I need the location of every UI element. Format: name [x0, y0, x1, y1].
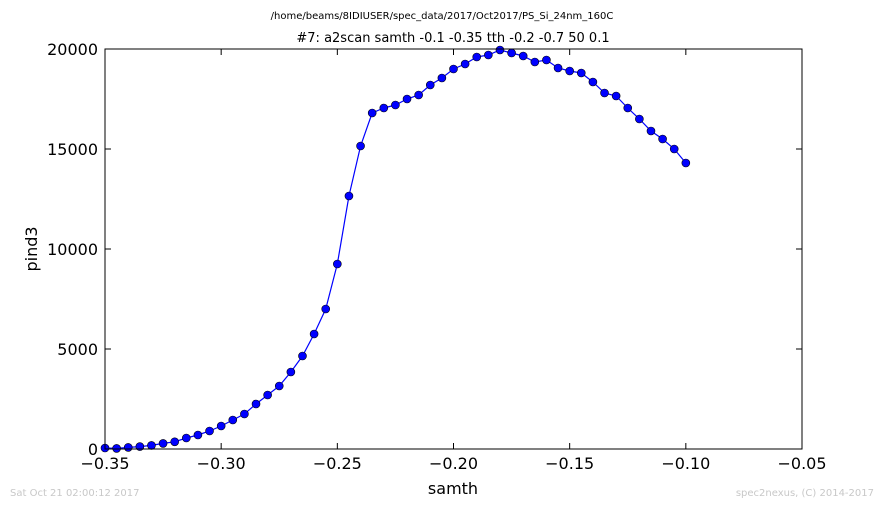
data-point	[379, 103, 389, 113]
data-point	[298, 351, 307, 361]
data-point	[333, 259, 342, 269]
x-tick-label: −0.05	[777, 454, 826, 473]
footer-credit: spec2nexus, (C) 2014-2017	[735, 488, 874, 499]
y-axis-label: pind3	[22, 226, 41, 271]
data-point	[635, 114, 644, 124]
data-point	[193, 430, 203, 440]
data-point	[495, 45, 505, 55]
data-point	[309, 329, 319, 339]
series-line	[104, 49, 687, 450]
data-point	[251, 399, 261, 409]
data-point	[472, 52, 482, 62]
data-point	[170, 437, 179, 447]
data-point	[263, 390, 272, 400]
x-axis-label: samth	[428, 479, 478, 498]
data-point	[518, 51, 528, 61]
x-tick-label: −0.30	[197, 454, 246, 473]
data-point	[182, 433, 191, 443]
data-point	[658, 134, 667, 144]
data-point	[274, 381, 284, 391]
data-point	[681, 158, 691, 168]
y-tick-label: 5000	[57, 340, 98, 359]
data-point	[391, 100, 400, 110]
data-point	[484, 50, 493, 60]
data-point	[437, 73, 447, 83]
data-point	[542, 55, 551, 65]
data-point	[553, 63, 563, 73]
chart-subtitle: #7: a2scan samth -0.1 -0.35 tth -0.2 -0.…	[296, 31, 609, 46]
footer-timestamp: Sat Oct 21 02:00:12 2017	[10, 488, 140, 499]
data-point	[123, 443, 133, 452]
data-point	[507, 48, 516, 58]
data-point	[286, 367, 296, 377]
plot-frame	[104, 48, 803, 450]
data-point	[147, 441, 156, 450]
data-point	[460, 59, 470, 69]
data-point	[112, 444, 121, 453]
data-point	[216, 421, 226, 431]
chart-title: /home/beams/8IDIUSER/spec_data/2017/Oct2…	[271, 11, 614, 22]
data-point	[321, 304, 331, 314]
x-tick-label: −0.15	[545, 454, 594, 473]
data-point	[623, 103, 633, 113]
y-tick-label: 0	[88, 440, 98, 459]
data-point	[344, 191, 354, 201]
data-point	[402, 94, 412, 104]
data-point	[449, 64, 458, 74]
data-point	[205, 426, 214, 436]
y-tick-label: 15000	[47, 140, 98, 159]
x-tick-label: −0.35	[80, 454, 129, 473]
axis-ticks: −0.35 −0.30 −0.25 −0.20 −0.15 −0.10 −0.05 0 5000…	[47, 40, 826, 473]
y-tick-label: 10000	[47, 240, 98, 259]
data-point	[669, 144, 679, 154]
data-point	[367, 108, 377, 118]
x-tick-label: −0.10	[661, 454, 710, 473]
data-point	[646, 126, 656, 136]
x-tick-label: −0.25	[313, 454, 362, 473]
data-point	[425, 80, 435, 90]
data-point	[576, 68, 586, 78]
x-tick-label: −0.20	[429, 454, 478, 473]
data-point	[565, 66, 574, 76]
data-point	[588, 77, 598, 87]
data-point	[240, 409, 249, 419]
data-point	[611, 91, 621, 101]
data-point	[414, 90, 423, 100]
data-point	[228, 415, 238, 425]
data-point	[158, 439, 168, 448]
data-point	[530, 57, 540, 67]
data-point	[356, 141, 365, 151]
data-point	[600, 88, 609, 98]
y-tick-label: 20000	[47, 40, 98, 59]
data-series	[100, 45, 691, 453]
